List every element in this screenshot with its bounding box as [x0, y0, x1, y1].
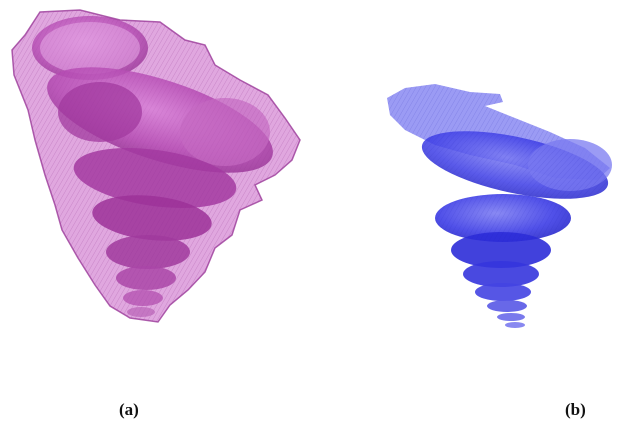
blue-whorl-5 — [463, 261, 539, 287]
shell-render-b — [375, 70, 617, 345]
shell-render-a — [0, 0, 320, 340]
panel-a-label: (a) — [119, 400, 139, 419]
panel-b-label: (b) — [565, 400, 586, 419]
blue-whorl-6 — [475, 283, 531, 301]
blue-whorl-7 — [487, 300, 527, 312]
shell-render-a-graphic — [11, 9, 301, 323]
shell-render-b-graphic — [387, 84, 612, 328]
blue-whorl-4 — [451, 232, 551, 268]
